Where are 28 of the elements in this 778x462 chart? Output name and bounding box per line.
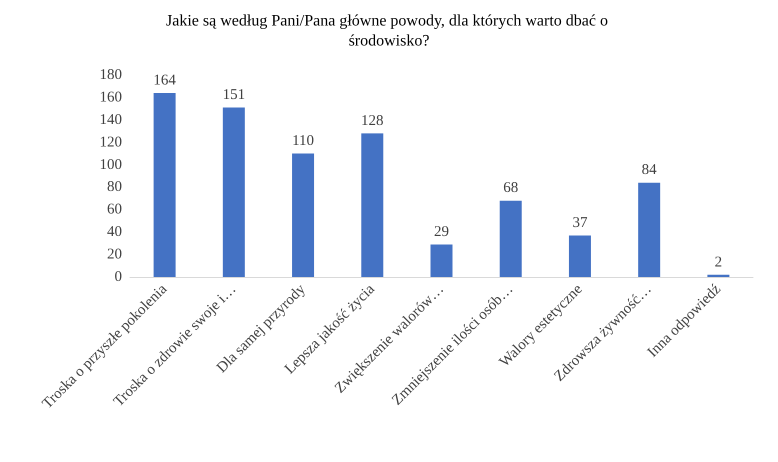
y-tick-label: 40 <box>107 224 122 240</box>
bar <box>222 108 245 277</box>
y-tick-label: 180 <box>100 67 122 83</box>
data-label: 84 <box>642 162 658 178</box>
bar <box>500 200 522 277</box>
y-tick-label: 20 <box>107 246 122 263</box>
y-tick-label: 100 <box>100 156 122 173</box>
bar <box>292 154 314 277</box>
y-tick-label: 0 <box>114 269 122 285</box>
bar <box>154 92 176 277</box>
bar <box>430 244 452 277</box>
bar <box>361 133 384 277</box>
data-label: 128 <box>361 112 384 129</box>
data-label: 29 <box>434 224 449 240</box>
data-label: 68 <box>503 180 518 196</box>
y-tick-label: 80 <box>107 179 122 196</box>
y-tick-label: 160 <box>100 89 122 106</box>
chart-title: Jakie są według Pani/Pana główne powody, dla których warto dbać o środowisko? <box>166 12 612 50</box>
data-label: 37 <box>572 214 588 231</box>
data-label: 2 <box>714 254 722 270</box>
bar <box>638 182 660 277</box>
y-tick-label: 60 <box>107 202 122 218</box>
data-label: 151 <box>222 87 246 104</box>
y-tick-label: 140 <box>100 112 122 128</box>
bar <box>568 235 591 277</box>
data-label: 110 <box>292 133 314 150</box>
data-label: 164 <box>153 72 176 88</box>
y-tick-label: 120 <box>100 134 122 150</box>
